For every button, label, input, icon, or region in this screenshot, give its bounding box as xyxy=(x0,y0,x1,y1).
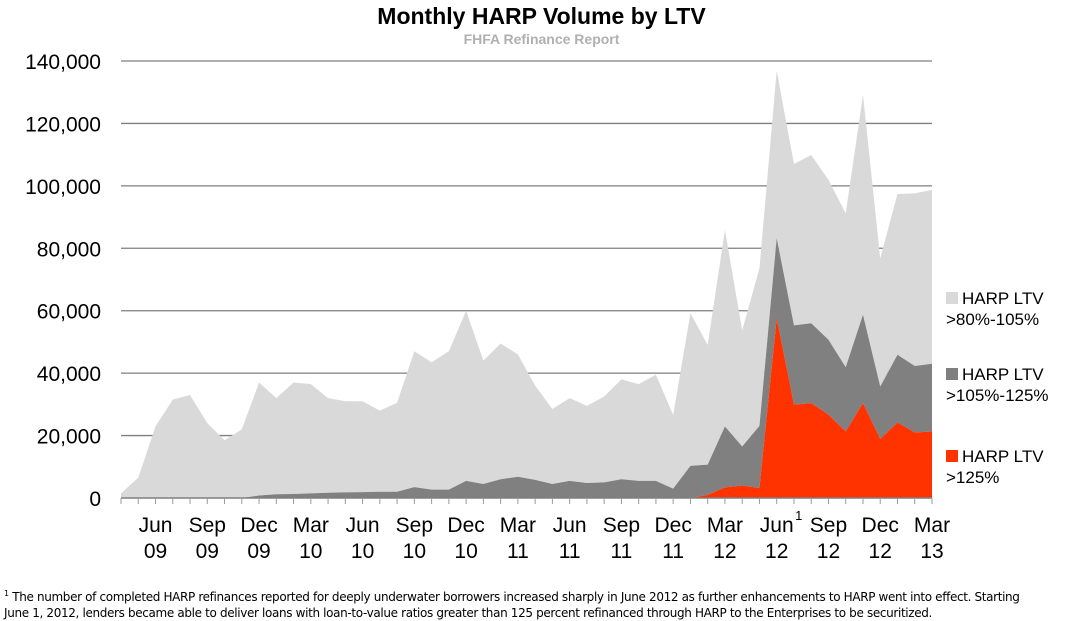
x-tick-label-year: 12 xyxy=(713,540,736,563)
x-tick-label-year: 11 xyxy=(559,540,581,563)
x-tick-label-year: 11 xyxy=(507,540,529,563)
y-tick-label: 120,000 xyxy=(25,113,101,136)
y-tick-label: 140,000 xyxy=(25,51,101,74)
footnote-line-1: The number of completed HARP refinances … xyxy=(8,590,1020,604)
footnote-marker: 1 xyxy=(795,508,802,523)
x-tick-label-month: Mar xyxy=(914,514,950,537)
x-tick-label-month: Jun xyxy=(346,514,380,537)
x-tick-label-month: Sep xyxy=(603,514,640,537)
legend-sublabel: >105%-125% xyxy=(946,386,1049,405)
chart-subtitle: FHFA Refinance Report xyxy=(463,31,620,47)
x-tick-label-month: Mar xyxy=(293,514,329,537)
footnote-line-2: June 1, 2012, lenders became able to del… xyxy=(4,606,933,620)
area-harp-ltv-105-125 xyxy=(121,238,932,499)
y-tick-label: 0 xyxy=(89,488,101,511)
x-tick-label-year: 09 xyxy=(247,540,270,563)
legend-label: HARP LTV xyxy=(962,289,1044,308)
y-tick-label: 100,000 xyxy=(25,176,101,199)
x-tick-label-month: Dec xyxy=(654,514,691,537)
footnote-marker: 1 xyxy=(4,589,9,598)
x-tick-label-year: 09 xyxy=(144,540,167,563)
legend-label: HARP LTV xyxy=(962,447,1044,466)
x-tick-label-year: 12 xyxy=(765,540,788,563)
y-tick-label: 80,000 xyxy=(37,238,101,261)
x-tick-label-year: 09 xyxy=(196,540,219,563)
x-axis xyxy=(120,497,933,504)
x-tick-label-month: Dec xyxy=(862,514,899,537)
y-tick-label: 20,000 xyxy=(37,426,101,449)
x-tick-label-year: 10 xyxy=(299,540,322,563)
x-tick-label-month: Jun xyxy=(139,514,173,537)
x-tick-label-month: Sep xyxy=(810,514,847,537)
legend-sublabel: >125% xyxy=(946,468,1000,487)
legend-swatch-red xyxy=(946,450,958,462)
x-tick-label-month: Mar xyxy=(500,514,536,537)
x-tick-label-year: 11 xyxy=(610,540,632,563)
stacked-areas xyxy=(121,70,932,499)
x-tick-label-month: Jun xyxy=(553,514,587,537)
y-tick-label: 60,000 xyxy=(37,301,101,324)
area-harp-ltv-80-105 xyxy=(121,70,932,499)
legend-swatch-medium xyxy=(946,368,958,380)
x-tick-label-year: 10 xyxy=(454,540,477,563)
x-tick-label-year: 12 xyxy=(817,540,840,563)
chart-title: Monthly HARP Volume by LTV xyxy=(377,3,706,29)
x-tick-label-year: 13 xyxy=(920,540,943,563)
x-tick-label-month: Dec xyxy=(240,514,277,537)
x-tick-label-year: 11 xyxy=(662,540,684,563)
x-tick-label-month: Sep xyxy=(396,514,433,537)
legend-item-ltv-105-125: HARP LTV >105%-125% xyxy=(946,364,1049,406)
x-tick-label-year: 10 xyxy=(403,540,426,563)
y-axis-labels: 0 20,000 40,000 60,000 80,000 100,000 120,000 1… xyxy=(25,51,101,511)
legend-item-ltv-125-plus: HARP LTV >125% xyxy=(946,446,1044,488)
legend-swatch-light xyxy=(946,292,958,304)
x-tick-label-year: 10 xyxy=(351,540,374,563)
x-tick-label-month: Dec xyxy=(447,514,484,537)
x-axis-labels: Jun09Sep09Dec09Mar10Jun10Sep10Dec10Mar11… xyxy=(139,508,951,563)
legend-item-ltv-80-105: HARP LTV >80%-105% xyxy=(946,288,1044,330)
x-tick-label-month: Jun xyxy=(760,514,794,537)
area-harp-ltv-125 xyxy=(121,318,932,498)
x-tick-label-year: 12 xyxy=(869,540,892,563)
x-tick-label-month: Mar xyxy=(707,514,743,537)
y-tick-label: 40,000 xyxy=(37,363,101,386)
x-tick-label-month: Sep xyxy=(189,514,226,537)
legend-sublabel: >80%-105% xyxy=(946,310,1040,329)
legend-label: HARP LTV xyxy=(962,365,1044,384)
footnote: 1 The number of completed HARP refinance… xyxy=(4,586,1079,621)
chart-plot: 0 20,000 40,000 60,000 80,000 100,000 120,000 1… xyxy=(25,51,951,563)
